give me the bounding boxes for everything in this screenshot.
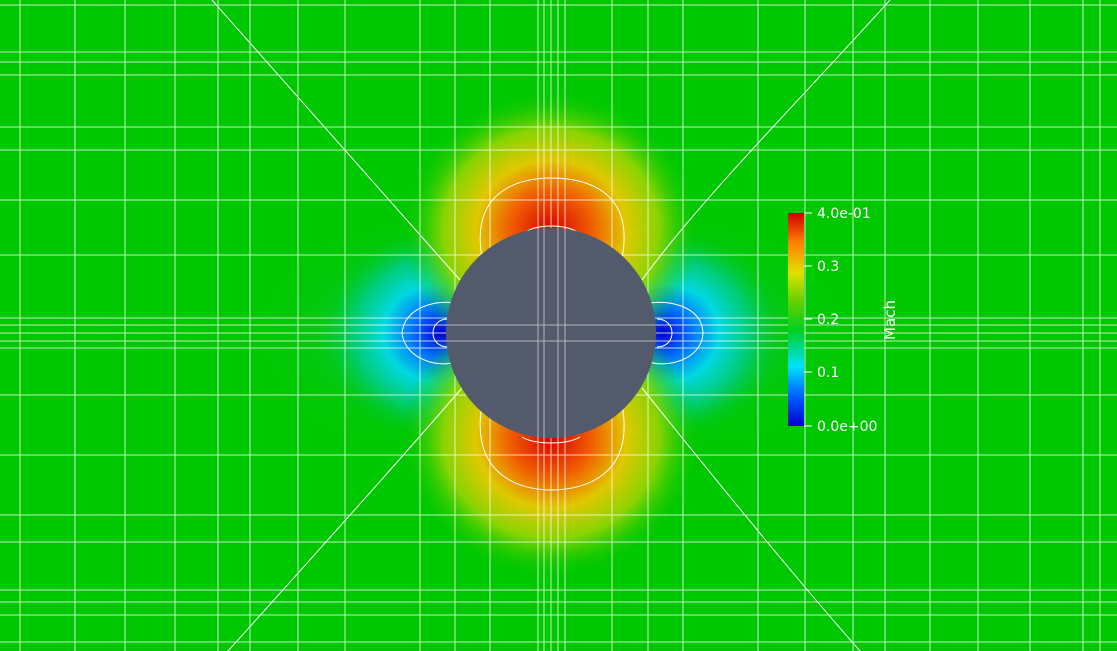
colorbar-label-max: 4.0e-01: [817, 206, 871, 222]
colorbar-title: Mach: [881, 300, 899, 340]
contour-diagonal-upper-left: [211, 0, 461, 281]
colorbar-label-min: 0.0e+00: [817, 419, 877, 435]
contour-diagonal-upper-right: [641, 0, 891, 281]
colorbar: [788, 213, 804, 426]
colorbar-label-0-3: 0.3: [817, 259, 839, 275]
colorbar-ticks: [804, 212, 812, 427]
body-mesh-lines: [446, 228, 656, 438]
color-legend: 4.0e-01 0.3 0.2 0.1 0.0e+00 Mach: [788, 206, 899, 435]
colorbar-label-0-1: 0.1: [817, 365, 839, 381]
cylinder-body: [446, 228, 656, 438]
colorbar-label-0-2: 0.2: [817, 312, 839, 328]
